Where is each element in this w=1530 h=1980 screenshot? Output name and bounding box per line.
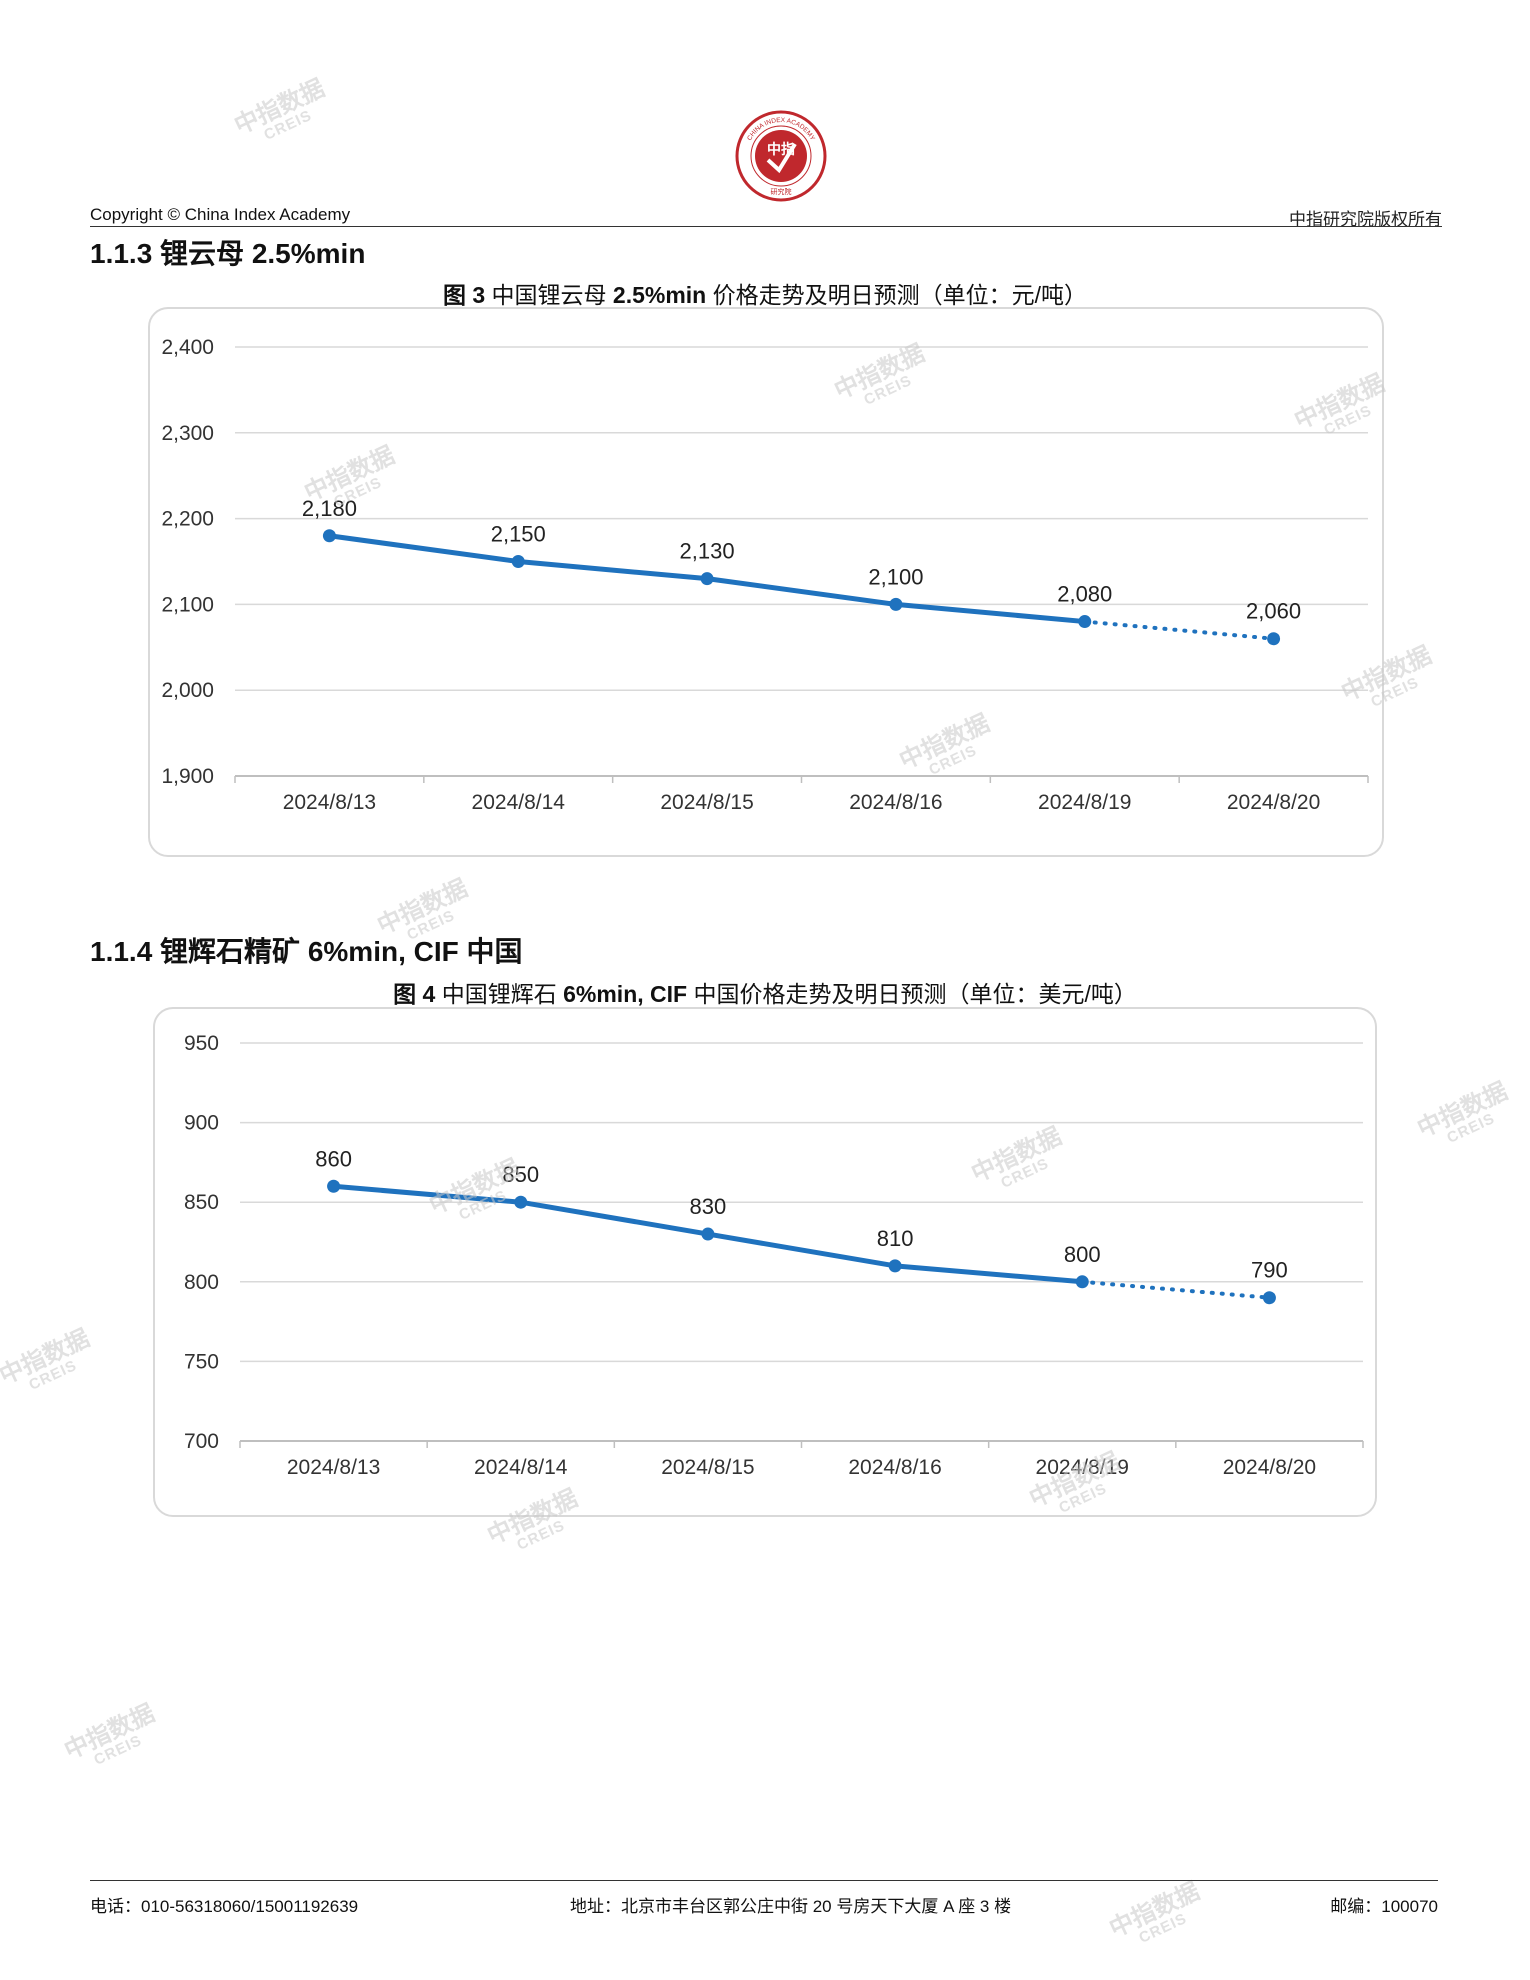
watermark: 中指数据 CREIS	[61, 1702, 164, 1778]
y-tick-label: 2,400	[161, 336, 214, 359]
chart-title-1-suffix: 价格走势及明日预测（单位：元/吨）	[706, 282, 1087, 308]
y-tick-label: 700	[184, 1430, 219, 1453]
data-point	[889, 1259, 902, 1272]
y-tick-label: 900	[184, 1112, 219, 1135]
section-title-1: 1.1.3 锂云母 2.5%min	[90, 232, 365, 272]
footer-address: 地址：北京市丰台区郭公庄中街 20 号房天下大厦 A 座 3 楼	[570, 1892, 1011, 1917]
x-tick-label: 2024/8/15	[660, 791, 753, 814]
data-label: 2,060	[1246, 599, 1301, 624]
copyright-text: Copyright © China Index Academy	[90, 205, 350, 225]
chart-2-frame: 700 750 800 850 900 950 2024/8/13 2024/8/14 2024…	[153, 1007, 1377, 1517]
data-point	[889, 598, 902, 611]
x-tick-label: 2024/8/16	[849, 791, 942, 814]
chart-title-2-prefix: 图 4	[393, 981, 435, 1007]
chart-title-2: 图 4 中国锂辉石 6%min, CIF 中国价格走势及明日预测（单位：美元/吨…	[0, 975, 1530, 1009]
x-tick-label: 2024/8/16	[848, 1456, 941, 1479]
data-label: 2,080	[1057, 582, 1112, 607]
chart-title-1-prefix: 图 3	[443, 282, 485, 308]
x-tick-label: 2024/8/13	[283, 791, 376, 814]
data-label: 2,150	[491, 522, 546, 547]
y-tick-label: 2,200	[161, 508, 214, 531]
y-tick-label: 850	[184, 1191, 219, 1214]
data-point	[327, 1180, 340, 1193]
data-point	[1078, 615, 1091, 628]
watermark: 中指数据 CREIS	[1414, 1080, 1517, 1156]
watermark: 中指数据 CREIS	[231, 77, 334, 153]
data-point	[512, 555, 525, 568]
data-label: 2,100	[868, 564, 923, 589]
y-tick-label: 1,900	[161, 765, 214, 788]
chart-title-1: 图 3 中国锂云母 2.5%min 价格走势及明日预测（单位：元/吨）	[0, 276, 1530, 310]
data-label: 800	[1064, 1242, 1101, 1267]
data-point	[701, 572, 714, 585]
x-tick-label: 2024/8/19	[1038, 791, 1131, 814]
y-tick-label: 750	[184, 1350, 219, 1373]
x-tick-label: 2024/8/20	[1227, 791, 1320, 814]
data-label: 860	[315, 1146, 352, 1171]
x-tick-label: 2024/8/15	[661, 1456, 754, 1479]
chart-title-2-bold: 6%min, CIF	[563, 981, 687, 1007]
x-tick-label: 2024/8/14	[474, 1456, 568, 1479]
logo-bottom-text: 研究院	[771, 187, 792, 196]
x-tick-label: 2024/8/20	[1223, 1456, 1316, 1479]
logo-center-text: 中指	[767, 141, 795, 157]
footer-divider	[90, 1880, 1438, 1881]
forecast-line	[1082, 1282, 1269, 1298]
header-divider	[90, 226, 1442, 227]
footer-phone: 电话：010-56318060/15001192639	[90, 1892, 358, 1917]
y-tick-label: 800	[184, 1271, 219, 1294]
x-tick-label: 2024/8/14	[472, 791, 566, 814]
forecast-line	[1085, 622, 1274, 639]
data-label: 790	[1251, 1258, 1288, 1283]
data-point	[1267, 632, 1280, 645]
y-tick-label: 950	[184, 1032, 219, 1055]
chart-title-2-body: 中国锂辉石	[435, 981, 563, 1007]
watermark: 中指数据 CREIS	[1106, 1880, 1209, 1956]
y-tick-label: 2,100	[161, 593, 214, 616]
data-point	[1263, 1291, 1276, 1304]
data-point	[701, 1228, 714, 1241]
data-label: 810	[877, 1226, 914, 1251]
chart-title-2-suffix: 中国价格走势及明日预测（单位：美元/吨）	[687, 981, 1137, 1007]
chart-1-frame: 1,900 2,000 2,100 2,200 2,300 2,400 2024/8/13 2…	[148, 307, 1384, 857]
data-label: 830	[690, 1194, 727, 1219]
x-tick-label: 2024/8/13	[287, 1456, 380, 1479]
china-index-academy-logo: 中指 研究院 CHINA INDEX ACADEMY	[735, 110, 827, 202]
lepidolite-price-chart: 1,900 2,000 2,100 2,200 2,300 2,400 2024/8/13 2…	[150, 309, 1382, 855]
y-tick-label: 2,000	[161, 679, 214, 702]
chart-title-1-bold: 2.5%min	[613, 282, 706, 308]
data-label: 2,130	[680, 539, 735, 564]
chart-title-1-body: 中国锂云母	[485, 282, 613, 308]
data-point	[323, 529, 336, 542]
data-point	[1076, 1275, 1089, 1288]
section-title-2: 1.1.4 锂辉石精矿 6%min, CIF 中国	[90, 930, 523, 970]
footer-postcode: 邮编：100070	[1330, 1892, 1438, 1917]
watermark: 中指数据 CREIS	[0, 1327, 100, 1403]
y-tick-label: 2,300	[161, 422, 214, 445]
spodumene-price-chart: 700 750 800 850 900 950 2024/8/13 2024/8/14 2024…	[155, 1009, 1375, 1515]
